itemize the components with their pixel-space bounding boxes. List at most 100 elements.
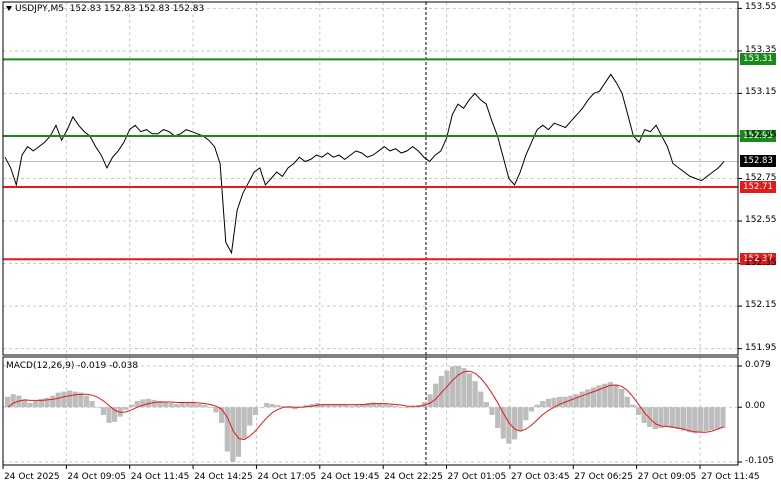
macd-bar [483,402,489,408]
macd-bar [275,405,281,408]
time-tick-label: 24 Oct 2025 [4,472,60,482]
macd-bar [720,407,726,429]
macd-bar [455,366,461,408]
macd-panel-border [2,356,739,466]
macd-bar [478,391,484,408]
price-tick-label: 153.55 [745,2,777,13]
macd-bar [371,402,377,408]
macd-bar [523,407,529,421]
level-price-tag: 152.95 [740,129,776,142]
time-tick-label: 27 Oct 11:45 [700,472,760,482]
macd-bar [624,396,630,408]
macd-bar [213,407,219,413]
macd-bar [573,394,580,408]
macd-bar [185,402,191,408]
macd-bar [461,368,467,408]
macd-bar [472,381,478,408]
macd-histogram [5,366,726,462]
chevron-down-icon[interactable] [6,6,12,11]
price-tick-label: 151.95 [745,342,777,353]
price-tick-label: 152.35 [745,257,777,268]
macd-bar [489,407,495,415]
macd-bar [89,401,95,408]
macd-bar [67,390,73,408]
time-tick-label: 27 Oct 06:25 [574,472,633,482]
macd-bar [393,406,399,408]
macd-bar [450,366,456,408]
macd-bar [27,403,33,408]
macd-bar [38,398,44,408]
macd-bar [21,399,28,408]
macd-bar [697,407,703,433]
macd-bar [61,391,67,408]
macd-bar [579,391,585,408]
price-tick-label: 152.15 [745,300,777,311]
macd-bar [179,403,185,408]
macd-bar [619,389,625,408]
time-tick-label: 24 Oct 11:45 [130,472,190,482]
price-line-series [4,73,725,255]
time-tick-label: 27 Oct 01:05 [447,472,507,482]
macd-bar [675,407,681,430]
time-tick-label: 24 Oct 17:05 [257,472,317,482]
macd-bar [658,407,664,429]
time-tick-label: 24 Oct 22:25 [384,472,443,482]
macd-bar [376,403,382,408]
macd-signal-polyline [7,370,724,441]
macd-bar [337,404,343,408]
macd-bar [466,373,473,408]
macd-bar [106,407,112,423]
macd-bar [433,383,439,408]
macd-bar [72,391,78,408]
macd-bar [602,383,608,408]
macd-bar [247,407,253,426]
macd-bar [359,404,366,408]
macd-bar [641,407,647,423]
symbol-label: USDJPY,M5 [15,4,64,14]
macd-bar [5,396,11,408]
chart-header: USDJPY,M5 152.83 152.83 152.83 152.83 [6,4,204,14]
time-tick-label: 24 Oct 14:25 [194,472,253,482]
macd-bar [647,407,653,427]
support-resistance-levels [3,58,738,261]
macd-bar [686,407,692,433]
macd-bar [157,401,163,408]
level-price-tag: 152.71 [740,181,776,193]
macd-bar [331,405,337,408]
macd-bar [607,382,613,408]
time-tick-label: 27 Oct 09:05 [637,472,697,482]
macd-bar [635,407,642,415]
price-line [4,73,725,255]
macd-bar [128,404,135,408]
level-price-tag: 152.37 [740,253,776,266]
macd-bar [286,407,292,409]
macd-bar [404,407,411,409]
macd-bar [557,396,563,408]
macd-bar [100,407,106,415]
macd-bar [207,407,213,408]
macd-bar [33,401,39,408]
macd-bar [55,392,61,408]
macd-bar [551,397,557,408]
macd-tick-label: -0.105 [745,456,775,466]
macd-bar [174,404,180,408]
macd-bar [630,404,636,408]
macd-bar [309,404,315,408]
chart-axes [2,1,742,469]
macd-bar [512,407,518,440]
macd-bar [680,407,687,431]
macd-bar [168,403,174,408]
macd-bar [354,405,360,408]
macd-tick-label: 0.079 [745,360,771,370]
macd-bar [258,407,264,408]
macd-bar [292,407,298,410]
macd-bar [134,401,140,408]
macd-bar [410,407,416,408]
macd-bar [112,407,118,422]
price-tick-label: 152.55 [745,215,777,226]
macd-bar [264,403,270,408]
level-price-tag: 153.31 [740,53,776,66]
price-tick-label: 153.15 [745,87,777,98]
macd-bar [517,407,523,431]
